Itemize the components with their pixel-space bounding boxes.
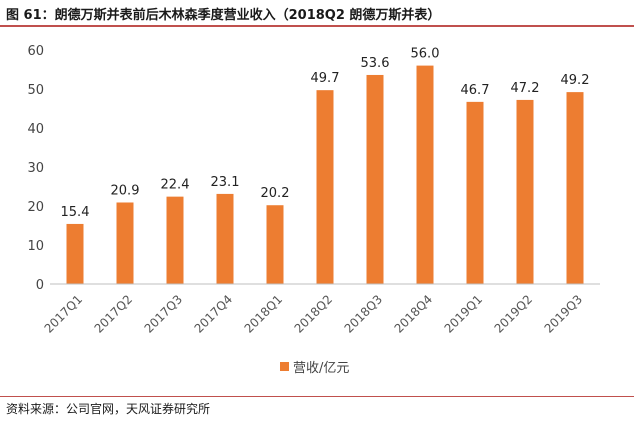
x-tick-label: 2018Q1 [242, 292, 286, 336]
legend-label: 营收/亿元 [293, 361, 349, 376]
bar [316, 90, 334, 284]
revenue-bar-chart: 0 10 20 30 40 50 60 15.4 2017Q1 20.9 2017Q2 22.4 201… [27, 44, 600, 376]
data-label: 49.2 [561, 73, 590, 88]
x-tick-label: 2018Q2 [292, 292, 336, 336]
y-tick-label: 10 [27, 239, 44, 254]
source-note: 资料来源：公司官网，天风证券研究所 [6, 402, 211, 416]
title-rule [0, 25, 634, 27]
x-tick-label: 2017Q3 [142, 292, 186, 336]
x-tick-label: 2018Q4 [392, 292, 436, 336]
x-tick-label: 2017Q2 [92, 292, 136, 336]
bar [216, 193, 234, 284]
bar [66, 223, 84, 284]
x-tick-label: 2019Q1 [442, 292, 486, 336]
y-tick-label: 50 [27, 83, 44, 98]
bar [416, 65, 434, 284]
y-tick-label: 30 [27, 161, 44, 176]
data-label: 56.0 [411, 47, 440, 62]
data-label: 15.4 [61, 205, 90, 220]
bar [266, 205, 284, 284]
x-tick-label: 2018Q3 [342, 292, 386, 336]
data-label: 47.2 [511, 81, 540, 96]
y-tick-label: 20 [27, 200, 44, 215]
bar [366, 74, 384, 285]
figure-title: 图 61：朗德万斯并表前后木林森季度营业收入（2018Q2 朗德万斯并表） [6, 8, 441, 23]
data-label: 23.1 [211, 175, 240, 190]
x-tick-label: 2017Q4 [192, 292, 236, 336]
y-tick-label: 0 [36, 278, 44, 293]
data-label: 49.7 [311, 71, 340, 86]
data-label: 53.6 [361, 56, 390, 71]
bar [116, 202, 134, 284]
bar [566, 92, 584, 285]
data-label: 22.4 [161, 178, 190, 193]
data-label: 20.2 [261, 186, 290, 201]
bar [516, 99, 534, 284]
legend-swatch [280, 362, 289, 371]
bar [466, 101, 484, 285]
y-tick-label: 40 [27, 122, 44, 137]
data-label: 46.7 [461, 83, 490, 98]
bar [166, 196, 184, 284]
x-tick-label: 2019Q3 [542, 292, 586, 336]
data-label: 20.9 [111, 183, 140, 198]
x-tick-label: 2019Q2 [492, 292, 536, 336]
y-tick-label: 60 [27, 44, 44, 59]
source-rule [0, 396, 634, 397]
x-tick-label: 2017Q1 [42, 292, 86, 336]
